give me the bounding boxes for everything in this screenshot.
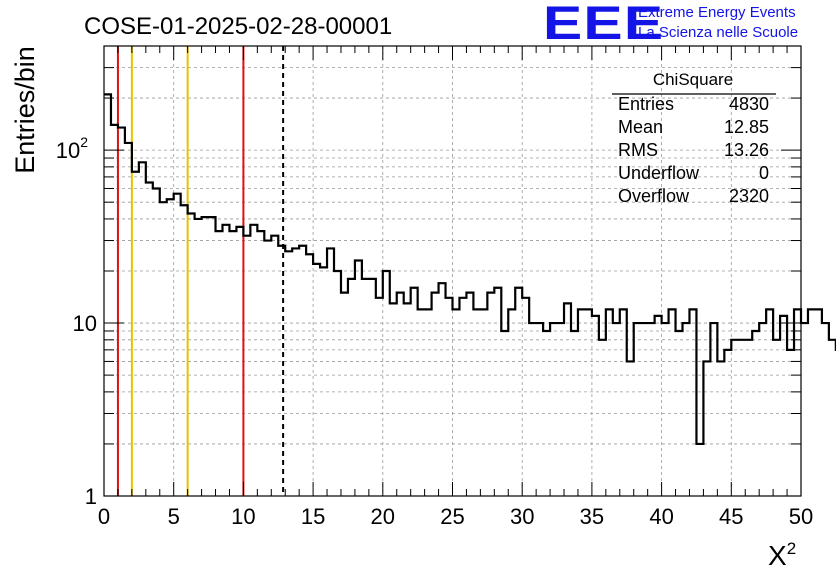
stats-row-label: Entries — [618, 94, 674, 114]
eee-logo-mark: EEE — [543, 0, 665, 49]
axis-ticks — [103, 45, 802, 497]
chart-title: COSE-01-2025-02-28-00001 — [84, 13, 392, 40]
y-tick-label-base: 10 — [56, 138, 80, 163]
stats-row-label: RMS — [618, 140, 658, 160]
stats-row-label: Overflow — [618, 186, 690, 206]
stats-row-label: Underflow — [618, 163, 700, 183]
stats-row-value: 13.26 — [724, 140, 769, 160]
y-tick-label-exponent: 2 — [80, 134, 88, 150]
x-tick-labels: 0 5 10 15 20 25 30 35 40 45 50 — [98, 504, 813, 529]
x-tick-label: 15 — [301, 504, 325, 529]
y-tick-label-base: 10 — [73, 311, 97, 336]
stats-row-label: Mean — [618, 117, 663, 137]
x-tick-label: 40 — [649, 504, 673, 529]
x-axis-label-exponent: 2 — [787, 539, 796, 558]
x-tick-label: 10 — [231, 504, 255, 529]
stats-box: ChiSquare Entries 4830 Mean 12.85 RMS 13.26 Un… — [612, 70, 776, 206]
x-tick-label: 5 — [168, 504, 180, 529]
logo-text-line1: Extreme Energy Events — [638, 4, 796, 21]
x-tick-label: 30 — [510, 504, 534, 529]
y-tick-label: 102 — [56, 134, 88, 163]
x-tick-label: 35 — [580, 504, 604, 529]
stats-box-rows: Entries 4830 Mean 12.85 RMS 13.26 Underflow 0 Ov… — [618, 94, 769, 206]
x-tick-label: 20 — [371, 504, 395, 529]
stats-row-value: 2320 — [729, 186, 769, 206]
stats-row-value: 0 — [759, 163, 769, 183]
x-tick-label: 50 — [789, 504, 813, 529]
stats-box-title: ChiSquare — [653, 70, 733, 89]
logo-text-line2: La Scienza nelle Scuole — [638, 24, 799, 41]
stats-row-value: 12.85 — [724, 117, 769, 137]
x-tick-label: 0 — [98, 504, 110, 529]
x-axis-label: X2 — [768, 539, 796, 571]
x-tick-label: 45 — [719, 504, 743, 529]
x-tick-label: 25 — [440, 504, 464, 529]
marker-lines — [116, 46, 285, 496]
y-tick-label-base: 1 — [85, 484, 97, 509]
x-axis-label-base: X — [768, 540, 787, 571]
y-axis-label: Entries/bin — [10, 46, 40, 174]
y-tick-label: 10 — [73, 311, 97, 336]
y-tick-label: 1 — [85, 484, 97, 509]
stats-row-value: 4830 — [729, 94, 769, 114]
